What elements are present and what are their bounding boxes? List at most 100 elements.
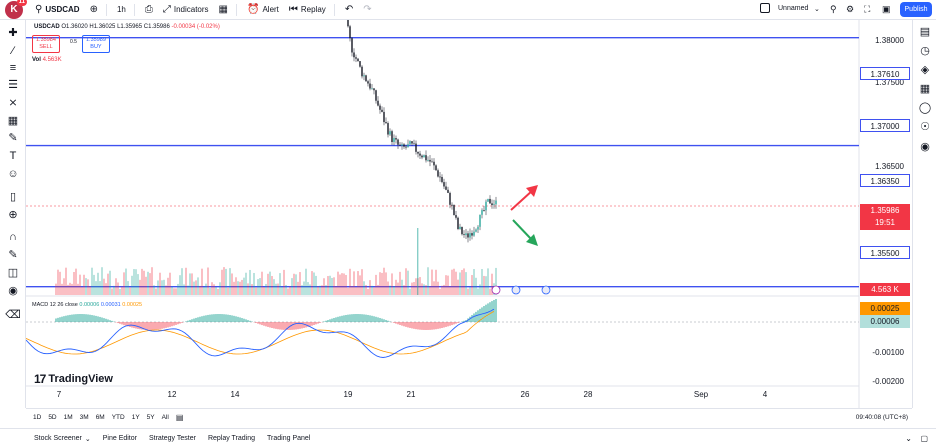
symbol-search-button[interactable]: ⚲ USDCAD: [35, 3, 80, 15]
tab-strategy-tester[interactable]: Strategy Tester: [148, 435, 196, 442]
macd-histogram-bar: [109, 320, 111, 322]
volume-bar: [109, 270, 111, 295]
zoom-in-icon[interactable]: ⊕: [8, 209, 18, 221]
level-tag-4[interactable]: 1.35500: [860, 246, 910, 259]
candle-body: [433, 161, 435, 166]
macd-histogram-bar: [337, 316, 339, 322]
volume-bar: [135, 269, 137, 295]
macd-histogram-bar: [409, 322, 411, 328]
macd-histogram-bar: [219, 314, 221, 322]
pattern-icon[interactable]: ⨯: [8, 97, 18, 109]
macd-histogram-bar: [401, 322, 403, 326]
macd-histogram-bar: [481, 307, 483, 322]
trash-icon[interactable]: ⌫: [5, 309, 21, 321]
timeframe-1d[interactable]: 1D: [33, 414, 42, 421]
lock-icon[interactable]: ◫: [7, 267, 19, 279]
timeframe-5d[interactable]: 5D: [48, 414, 57, 421]
maximize-panel-icon[interactable]: ▢: [920, 434, 928, 443]
candle-body: [437, 170, 439, 177]
candles-icon: ⎙: [144, 3, 153, 15]
candle-body: [391, 131, 393, 143]
calendar-icon[interactable]: ▦: [919, 83, 931, 95]
layout-checkbox-icon[interactable]: [760, 3, 770, 13]
volume-bar: [65, 267, 67, 295]
magnet-icon[interactable]: ∩: [9, 231, 17, 243]
clock[interactable]: 09:40:08 (UTC+8): [855, 414, 908, 421]
macd-histogram-bar: [237, 316, 239, 322]
settings-gear-icon[interactable]: ⚙: [846, 4, 855, 14]
macd-histogram-bar: [221, 314, 223, 322]
camera-icon[interactable]: ▣: [882, 4, 891, 14]
text-icon[interactable]: T: [9, 150, 17, 162]
timeframe-1m[interactable]: 1M: [63, 414, 73, 421]
level-tag-3[interactable]: 1.36350: [860, 174, 910, 187]
watchlist-icon[interactable]: ▤: [919, 26, 931, 38]
trend-line-icon[interactable]: ∕: [12, 45, 14, 57]
timeframe-all[interactable]: All: [161, 414, 169, 421]
event-marker-icon: [511, 285, 521, 295]
undo-button[interactable]: ↶: [345, 4, 353, 15]
tab-stock-screener[interactable]: Stock Screener ⌄: [34, 435, 91, 443]
macd-histogram-bar: [315, 322, 317, 325]
candle-body: [473, 231, 475, 236]
eye-icon[interactable]: ◉: [8, 285, 18, 297]
chat-icon[interactable]: ◯: [918, 102, 932, 114]
macd-histogram-bar: [477, 310, 479, 322]
timeframe-ytd[interactable]: YTD: [111, 414, 125, 421]
templates-button[interactable]: ▦: [219, 4, 228, 15]
fib-icon[interactable]: ☰: [8, 79, 18, 91]
timeframe-3m[interactable]: 3M: [79, 414, 89, 421]
volume-bar: [243, 277, 245, 295]
layout-name[interactable]: Unnamed: [778, 5, 809, 12]
tab-pine-editor[interactable]: Pine Editor: [102, 435, 137, 442]
sell-button[interactable]: 1.35984 SELL: [32, 35, 60, 53]
volume-bar: [87, 279, 89, 295]
volume-bar: [451, 269, 453, 295]
chart-type-button[interactable]: ⎙: [144, 3, 153, 15]
notifications-icon[interactable]: ◉: [920, 141, 930, 153]
alerts-clock-icon[interactable]: ◷: [920, 45, 930, 57]
layers-icon[interactable]: ◈: [920, 64, 930, 76]
quick-search-icon[interactable]: ⚲: [830, 4, 837, 14]
user-avatar[interactable]: K 11: [5, 0, 27, 19]
timeframe-1y[interactable]: 1Y: [131, 414, 140, 421]
legend-low: L1.35965: [117, 24, 143, 30]
emoji-icon[interactable]: ☺: [7, 168, 19, 180]
alert-button[interactable]: ⏰ Alert: [247, 3, 279, 15]
replay-button[interactable]: ⏮ Replay: [288, 3, 326, 15]
layout-menu-chevron-icon[interactable]: ⌄: [814, 6, 820, 13]
volume-bar: [327, 276, 329, 295]
crosshair-icon[interactable]: ✚: [8, 27, 18, 39]
buy-button[interactable]: 1.35989 BUY: [82, 35, 110, 53]
go-to-date-icon[interactable]: ▤: [175, 413, 184, 422]
indicators-button[interactable]: ⤢ Indicators: [162, 3, 209, 15]
volume-bar: [465, 272, 467, 295]
publish-button[interactable]: Publish: [900, 2, 932, 17]
price-chart[interactable]: [26, 20, 912, 408]
timeframe-6m[interactable]: 6M: [95, 414, 105, 421]
alarm-clock-icon: ⏰: [247, 3, 260, 15]
interval-button[interactable]: 1h: [116, 5, 126, 14]
tab-trading-panel[interactable]: Trading Panel: [267, 435, 311, 442]
ideas-icon[interactable]: ☉: [920, 121, 930, 133]
volume-bar: [137, 274, 139, 295]
chart-area[interactable]: USDCAD O1.36020 H1.36025 L1.35965 C1.359…: [26, 20, 912, 408]
stay-in-drawing-icon[interactable]: ✎: [8, 249, 18, 261]
brush-icon[interactable]: ✎: [8, 132, 18, 144]
level-tag-1[interactable]: 1.37610: [860, 67, 910, 80]
volume-bar: [415, 278, 417, 295]
compare-button[interactable]: ⊕: [90, 4, 98, 15]
projection-icon[interactable]: ▦: [7, 115, 19, 127]
tab-replay-trading[interactable]: Replay Trading: [207, 435, 256, 442]
collapse-panel-icon[interactable]: ⌄: [905, 434, 912, 443]
macd-histogram-bar: [101, 317, 103, 322]
volume-bar: [345, 274, 347, 295]
level-tag-2[interactable]: 1.37000: [860, 119, 910, 132]
volume-bar: [247, 283, 249, 295]
macd-histogram-bar: [201, 316, 203, 322]
horizontal-lines-icon[interactable]: ≡: [9, 62, 17, 74]
fullscreen-icon[interactable]: ⛶: [864, 4, 871, 14]
timeframe-5y[interactable]: 5Y: [146, 414, 155, 421]
ruler-icon[interactable]: ▯: [9, 191, 17, 203]
redo-button[interactable]: ↷: [363, 4, 371, 15]
